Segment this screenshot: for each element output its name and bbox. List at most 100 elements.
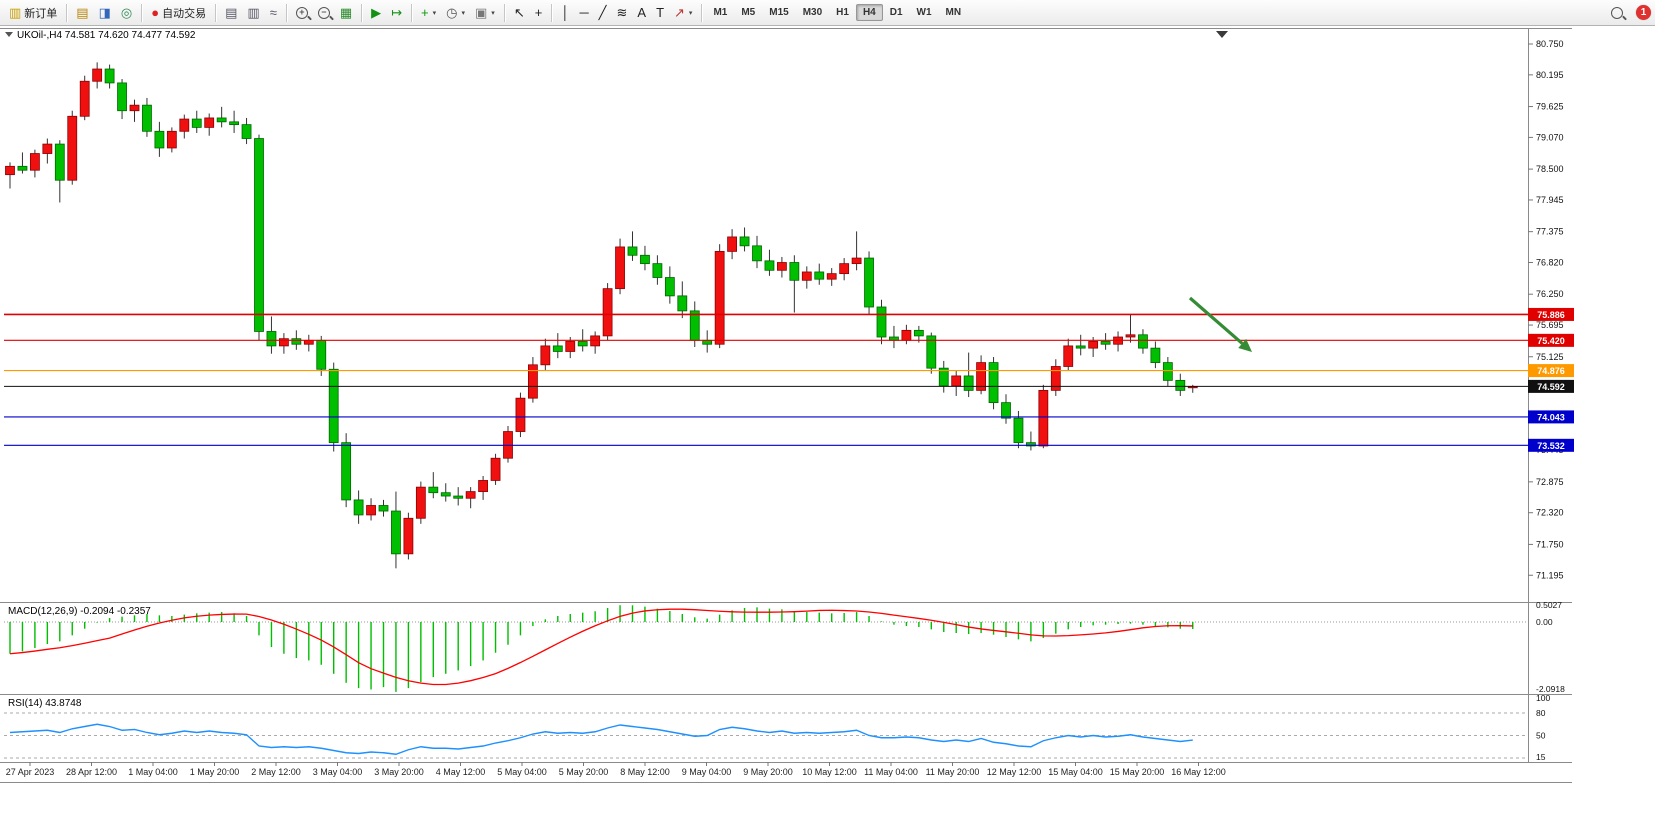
notification-badge[interactable]: 1 <box>1636 5 1651 20</box>
tile-windows-button[interactable]: ▦ <box>335 2 357 24</box>
indicators-button[interactable]: + ▾ <box>416 2 441 24</box>
fibonacci-button[interactable]: ≋ <box>611 2 632 24</box>
bar-chart-button[interactable]: ▤ <box>220 2 242 24</box>
time-label: 27 Apr 2023 <box>6 767 55 777</box>
candlestick-chart-button[interactable]: ▥ <box>242 2 264 24</box>
search-button[interactable] <box>1606 2 1628 24</box>
auto-scroll-button[interactable]: ▶ <box>366 2 386 24</box>
candle <box>341 433 352 508</box>
candle <box>229 110 240 133</box>
text-button[interactable]: A <box>632 2 651 24</box>
auto-trading-icon: ● <box>151 5 160 20</box>
cursor-button[interactable]: ↖ <box>509 2 530 24</box>
templates-caret-icon[interactable]: ▾ <box>491 9 495 17</box>
time-label: 12 May 12:00 <box>987 767 1042 777</box>
timeframe-button-m5[interactable]: M5 <box>741 7 756 18</box>
chart-shift-triangle-icon[interactable] <box>1216 31 1228 38</box>
candle <box>938 360 949 393</box>
timeframe-button-m15[interactable]: M15 <box>769 7 789 18</box>
zoom-out-icon: − <box>317 6 330 19</box>
chart-shift-marker[interactable] <box>1216 31 1228 38</box>
price-tick-label: 71.750 <box>1536 539 1564 549</box>
candle <box>528 357 538 403</box>
auto-trading-button[interactable]: ● 自动交易 <box>146 2 211 24</box>
candle <box>1162 357 1173 386</box>
horizontal-line-button[interactable]: ─ <box>574 2 593 24</box>
timeframe-button-h4[interactable]: H4 <box>855 4 883 21</box>
candle <box>154 121 165 157</box>
trend-arrow-line[interactable] <box>1188 296 1244 345</box>
arrows-caret-icon[interactable]: ▾ <box>688 9 693 17</box>
candle <box>901 324 912 345</box>
price-tick-label: 80.195 <box>1536 70 1564 80</box>
symbol-dropdown-icon[interactable] <box>5 32 13 37</box>
candle <box>602 283 613 341</box>
price-tick-label: 75.125 <box>1536 352 1564 362</box>
timeframe-button-m1[interactable]: M1 <box>713 7 728 18</box>
market-watch-button[interactable]: ▤ <box>71 2 93 24</box>
rsi-scale-label: 50 <box>1536 731 1546 741</box>
symbol-ohlc-title: UKOil-,H4 74.581 74.620 74.477 74.592 <box>17 30 196 41</box>
candle <box>216 106 227 128</box>
timeframe-button-mn[interactable]: MN <box>945 7 962 18</box>
indicators-icon: + <box>421 5 429 20</box>
candle <box>254 134 264 341</box>
time-label: 5 May 04:00 <box>497 767 547 777</box>
candle <box>503 425 513 463</box>
timeframe-button-w1[interactable]: W1 <box>916 7 932 18</box>
navigator-button[interactable]: ◎ <box>116 2 137 24</box>
candle <box>876 299 887 345</box>
rsi-panel: RSI(14) 43.8748 100 80 50 15 <box>4 693 1550 762</box>
zoom-out-button[interactable]: − <box>313 2 335 24</box>
bar-chart-icon: ▤ <box>225 5 238 20</box>
arrow-annotation[interactable] <box>1188 296 1252 352</box>
level-lines[interactable]: 75.886 75.420 74.876 74.592 74.043 73.532 <box>4 307 1574 452</box>
templates-icon: ▣ <box>475 5 488 20</box>
periods-caret-icon[interactable]: ▾ <box>461 9 465 17</box>
zoom-in-button[interactable]: + <box>291 2 313 24</box>
candlestick-chart-icon: ▥ <box>247 5 260 20</box>
vertical-line-icon: │ <box>561 5 570 20</box>
candle <box>353 490 364 524</box>
cursor-icon: ↖ <box>513 5 525 20</box>
periods-button[interactable]: ◷ ▾ <box>441 2 470 24</box>
vertical-line-button[interactable]: │ <box>556 2 574 24</box>
indicators-caret-icon[interactable]: ▾ <box>432 9 437 17</box>
price-tick-label: 72.320 <box>1536 508 1564 518</box>
timeframe-button-h1[interactable]: H1 <box>836 7 849 18</box>
crosshair-button[interactable]: + <box>530 2 548 24</box>
toolbar-separator <box>503 3 505 22</box>
macd-scale-label: 0.00 <box>1536 617 1553 627</box>
time-axis: 27 Apr 2023 28 Apr 12:00 1 May 04:00 1 May … <box>6 762 1226 777</box>
candle <box>590 331 601 354</box>
candle <box>801 266 812 289</box>
line-chart-icon: ≈ <box>269 5 277 20</box>
price-badge-label: 74.043 <box>1537 412 1565 422</box>
timeframe-button-d1[interactable]: D1 <box>889 7 903 18</box>
arrows-button[interactable]: ↗ ▾ <box>669 2 697 24</box>
price-tick-label: 75.695 <box>1536 320 1564 330</box>
candle <box>627 231 638 261</box>
candle <box>652 255 663 285</box>
candle <box>739 227 750 252</box>
line-chart-button[interactable]: ≈ <box>265 2 282 24</box>
candle <box>1026 431 1036 451</box>
candle <box>640 245 650 271</box>
candle <box>490 453 501 485</box>
label-button[interactable]: T <box>651 2 669 24</box>
templates-button[interactable]: ▣ ▾ <box>470 2 500 24</box>
chart-shift-button[interactable]: ↦ <box>386 2 407 24</box>
time-label: 16 May 12:00 <box>1171 767 1226 777</box>
toolbar: ▥ 新订单 ▤ ◨ ◎ ● 自动交易 ▤ ▥ ≈ + − ▦ ▶ ↦ + ▾ ◷ ▾ ▣ ▾ ↖ + │ ─ ╱ ≋ A T ↗ ▾ M1 M5… <box>0 0 1655 26</box>
rsi-scale-label: 80 <box>1536 708 1546 718</box>
chart-shift-icon: ↦ <box>391 5 403 20</box>
timeframe-button-m30[interactable]: M30 <box>802 7 823 18</box>
data-window-button[interactable]: ◨ <box>94 2 116 24</box>
auto-scroll-icon: ▶ <box>371 5 382 20</box>
trendline-button[interactable]: ╱ <box>594 2 612 24</box>
candle <box>478 476 489 500</box>
candle <box>913 325 924 343</box>
price-tick-label: 72.875 <box>1536 477 1564 487</box>
new-order-button[interactable]: ▥ 新订单 <box>4 2 62 24</box>
